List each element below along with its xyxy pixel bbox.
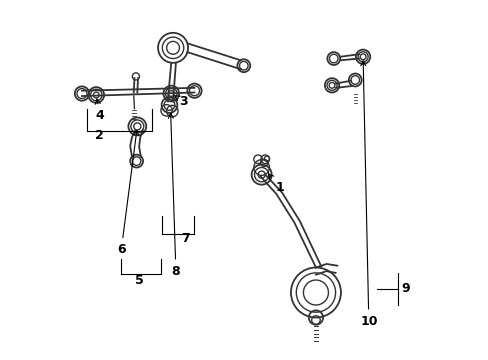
Text: 9: 9	[401, 283, 409, 296]
Text: 7: 7	[181, 233, 189, 246]
Text: 10: 10	[359, 61, 377, 328]
Text: 1: 1	[268, 174, 284, 194]
Text: 4: 4	[95, 99, 104, 122]
Text: 2: 2	[95, 129, 104, 142]
Text: 5: 5	[135, 274, 143, 287]
Text: 8: 8	[168, 113, 180, 278]
Text: 6: 6	[117, 130, 139, 256]
Text: 3: 3	[174, 95, 188, 108]
